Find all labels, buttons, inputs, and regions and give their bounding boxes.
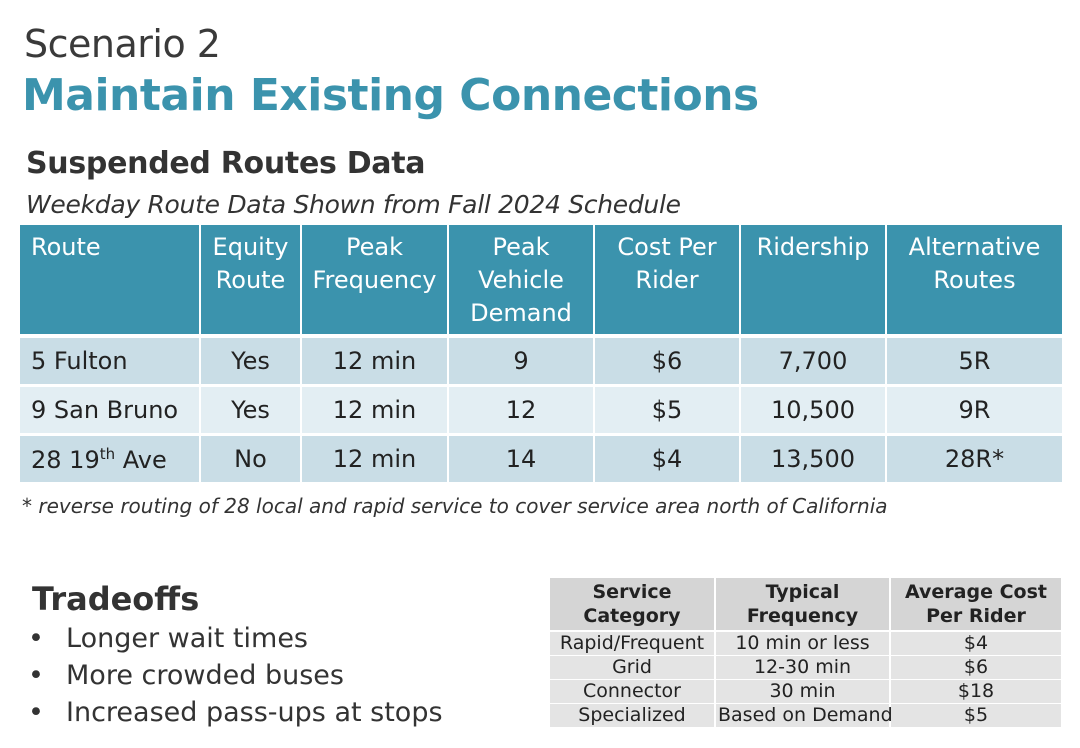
tradeoffs-list: • Longer wait times • More crowded buses •… — [28, 620, 443, 731]
cell-frequency: Based on Demand — [715, 703, 893, 728]
cell-frequency: 30 min — [715, 679, 891, 704]
cell-cost: $18 — [890, 679, 1061, 704]
tradeoffs-title: Tradeoffs — [32, 580, 200, 618]
table-row: 5 Fulton Yes 12 min 9 $6 7,700 5R — [20, 336, 1062, 387]
table-row: Grid 12-30 min $6 — [550, 655, 1061, 680]
table-row: 28 19th Ave No 12 min 14 $4 13,500 28R* — [20, 434, 1062, 485]
cell-equity: Yes — [200, 385, 302, 436]
column-header-alternatives: Alternative Routes — [886, 225, 1062, 338]
route-name-part: 28 19 — [31, 445, 100, 474]
column-header-equity: Equity Route — [200, 225, 302, 338]
column-header-route: Route — [20, 225, 201, 338]
column-header-cost: Cost Per Rider — [594, 225, 741, 338]
list-item-text: More crowded buses — [66, 660, 344, 691]
service-category-table: Service Category Typical Frequency Avera… — [550, 578, 1061, 728]
cell-cost: $6 — [594, 336, 741, 387]
cell-category: Specialized — [550, 703, 716, 728]
cell-cost: $4 — [594, 434, 741, 485]
list-item: • Longer wait times — [28, 620, 443, 657]
route-name-part: Ave — [115, 445, 167, 474]
cell-equity: Yes — [200, 336, 302, 387]
cell-frequency: 12 min — [301, 336, 449, 387]
cell-category: Rapid/Frequent — [550, 631, 716, 656]
column-header-ridership: Ridership — [740, 225, 887, 338]
cell-vehicles: 14 — [448, 434, 595, 485]
cell-cost: $6 — [890, 655, 1061, 680]
table-row: Connector 30 min $18 — [550, 679, 1061, 704]
column-header-frequency: Peak Frequency — [301, 225, 449, 338]
list-item: • Increased pass-ups at stops — [28, 694, 443, 731]
cell-vehicles: 9 — [448, 336, 595, 387]
cell-frequency: 10 min or less — [715, 631, 891, 656]
column-header-vehicle-demand: Peak Vehicle Demand — [448, 225, 595, 338]
table-footnote: * reverse routing of 28 local and rapid … — [22, 494, 888, 518]
list-item-text: Increased pass-ups at stops — [66, 697, 443, 728]
cell-ridership: 13,500 — [740, 434, 887, 485]
table-row: 9 San Bruno Yes 12 min 12 $5 10,500 9R — [20, 385, 1062, 436]
cell-frequency: 12 min — [301, 385, 449, 436]
table-header-row: Route Equity Route Peak Frequency Peak V… — [20, 225, 1062, 338]
cell-ridership: 7,700 — [740, 336, 887, 387]
cell-alternatives: 5R — [886, 336, 1062, 387]
column-header-service-category: Service Category — [550, 578, 716, 632]
cell-cost: $4 — [890, 631, 1061, 656]
section-subtitle: Weekday Route Data Shown from Fall 2024 … — [26, 190, 681, 219]
list-item: • More crowded buses — [28, 657, 443, 694]
cell-frequency: 12-30 min — [715, 655, 891, 680]
bullet-icon: • — [28, 623, 44, 654]
cell-route: 9 San Bruno — [20, 385, 201, 436]
route-name-ordinal: th — [99, 444, 116, 463]
cell-category: Connector — [550, 679, 716, 704]
table-header-row: Service Category Typical Frequency Avera… — [550, 578, 1061, 632]
cell-route: 5 Fulton — [20, 336, 201, 387]
cell-category: Grid — [550, 655, 716, 680]
column-header-average-cost: Average Cost Per Rider — [890, 578, 1061, 632]
list-item-text: Longer wait times — [66, 623, 308, 654]
section-title: Suspended Routes Data — [26, 146, 426, 181]
cell-cost: $5 — [890, 703, 1061, 728]
suspended-routes-table: Route Equity Route Peak Frequency Peak V… — [20, 225, 1062, 485]
scenario-label: Scenario 2 — [24, 22, 221, 66]
table-row: Specialized Based on Demand $5 — [550, 703, 1061, 728]
cell-ridership: 10,500 — [740, 385, 887, 436]
page-title: Maintain Existing Connections — [22, 70, 759, 121]
cell-alternatives: 28R* — [886, 434, 1062, 485]
bullet-icon: • — [28, 660, 44, 691]
cell-frequency: 12 min — [301, 434, 449, 485]
bullet-icon: • — [28, 697, 44, 728]
column-header-typical-frequency: Typical Frequency — [715, 578, 891, 632]
cell-route: 28 19th Ave — [20, 434, 201, 485]
table-row: Rapid/Frequent 10 min or less $4 — [550, 631, 1061, 656]
cell-equity: No — [200, 434, 302, 485]
cell-cost: $5 — [594, 385, 741, 436]
cell-alternatives: 9R — [886, 385, 1062, 436]
cell-vehicles: 12 — [448, 385, 595, 436]
